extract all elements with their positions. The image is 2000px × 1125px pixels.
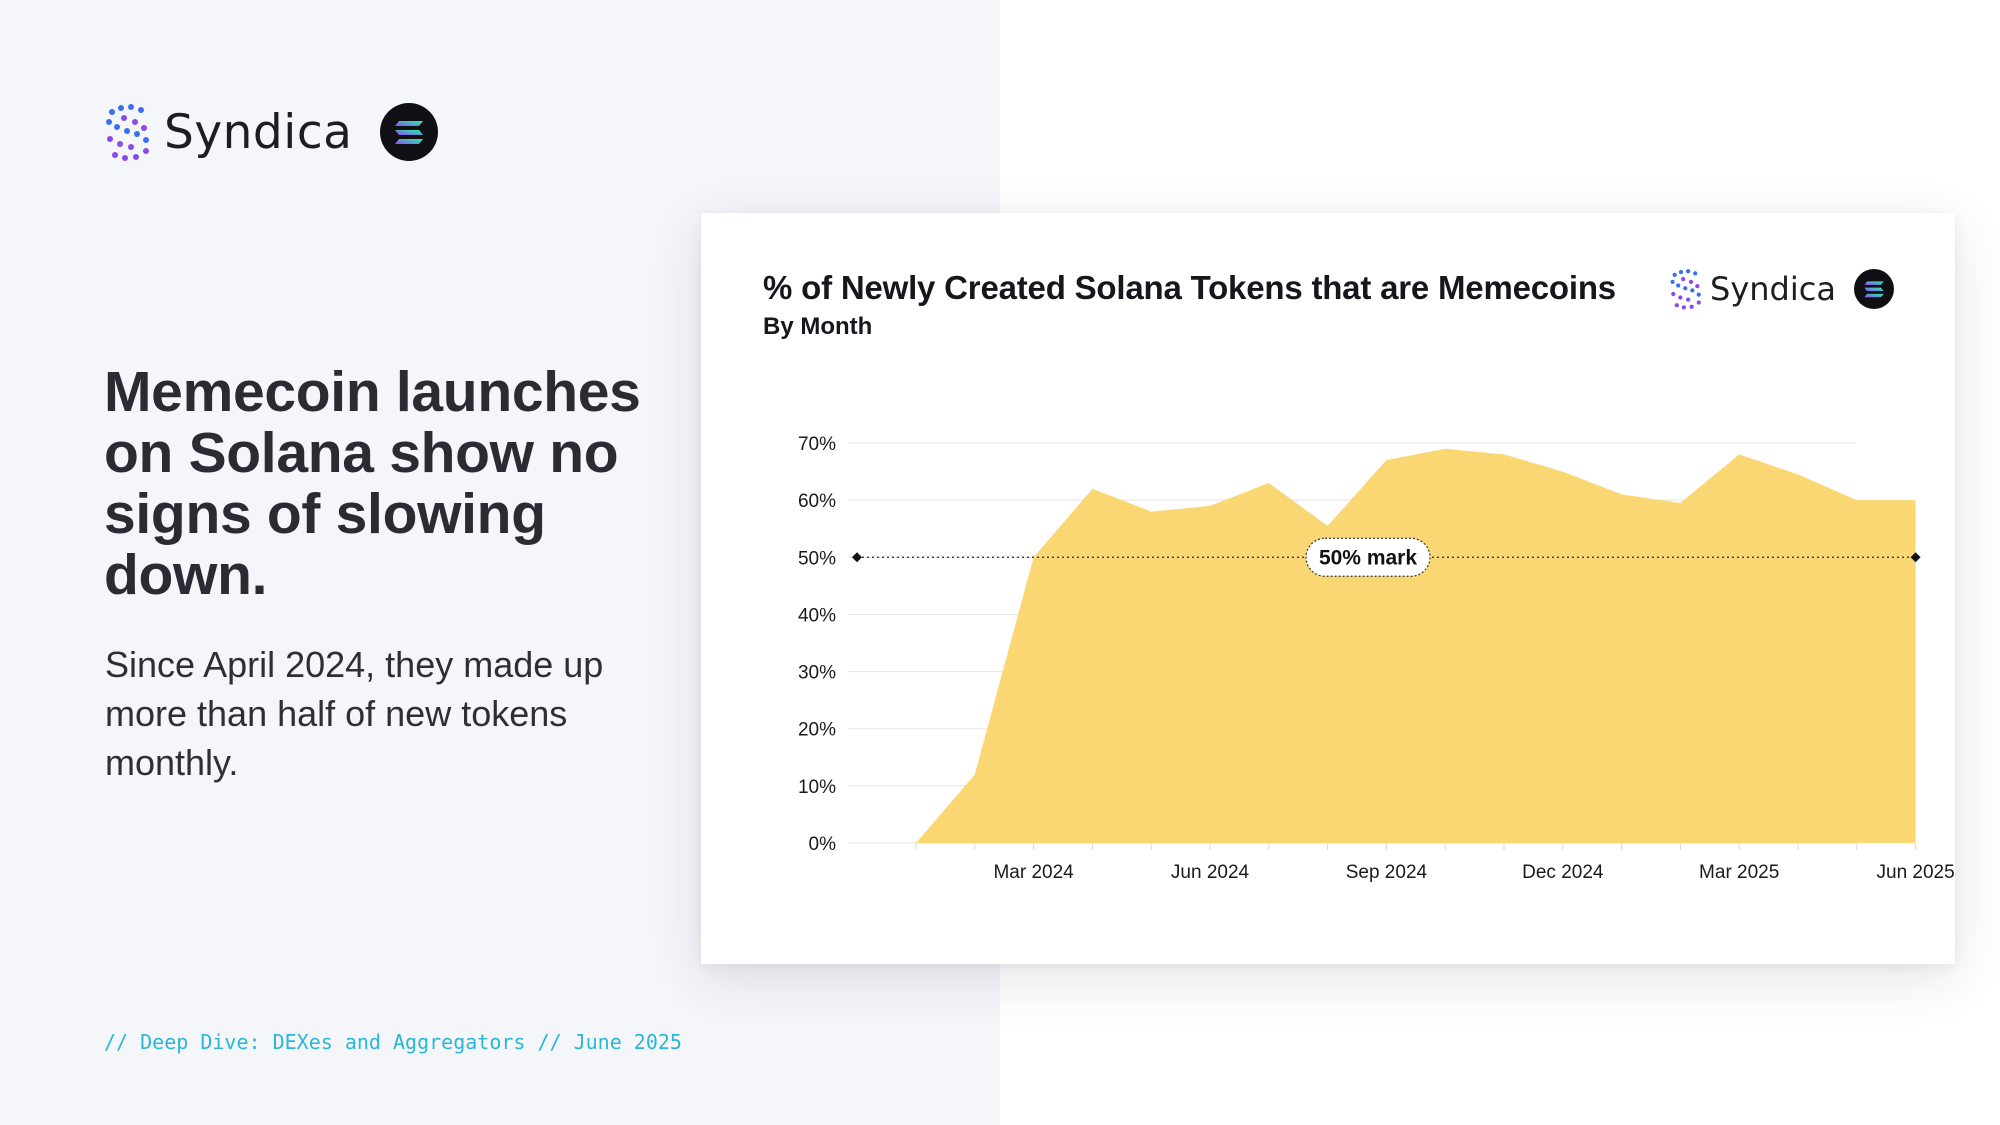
brand-header: Syndica <box>104 100 439 164</box>
reference-line-label: 50% mark <box>1319 546 1417 569</box>
y-tick-label: 10% <box>798 777 836 798</box>
solana-badge-icon <box>1853 269 1894 309</box>
y-tick-label: 60% <box>798 491 836 512</box>
x-tick-label: Jun 2024 <box>1171 862 1250 883</box>
chart-title: % of Newly Created Solana Tokens that ar… <box>763 269 1616 306</box>
y-tick-label: 0% <box>809 834 837 855</box>
x-tick-label: Sep 2024 <box>1346 862 1428 883</box>
reference-line-marker <box>1910 552 1921 563</box>
subhead: Since April 2024, they made up more than… <box>105 644 604 783</box>
area-chart: 0% 10% 20% 30% 40% 50% 60% 70% Mar 2024 Jun 2024 S… <box>798 434 1955 883</box>
x-tick-label: Mar 2024 <box>993 862 1074 883</box>
x-tick-label: Mar 2025 <box>1699 862 1779 883</box>
y-tick-label: 40% <box>798 605 836 626</box>
reference-line-marker <box>852 552 862 563</box>
reference-line-label-pill <box>1305 537 1431 577</box>
y-tick-label: 30% <box>798 663 836 684</box>
card-brand: Syndica <box>1669 267 1894 311</box>
chart-subtitle: By Month <box>763 313 873 340</box>
syndica-logo-icon <box>1670 269 1701 310</box>
brand-wordmark: Syndica <box>164 104 353 160</box>
memecoin-share-area <box>916 448 1916 843</box>
y-tick-label: 70% <box>798 434 836 455</box>
chart-card: % of Newly Created Solana Tokens that ar… <box>701 213 1955 964</box>
y-tick-label: 20% <box>798 720 836 741</box>
headline: Memecoin launches on Solana show no sign… <box>104 360 641 607</box>
footer-tag: // Deep Dive: DEXes and Aggregators // J… <box>104 1030 682 1054</box>
x-tick-label: Dec 2024 <box>1522 862 1604 883</box>
card-brand-wordmark: Syndica <box>1710 270 1836 308</box>
x-tick-label: Jun 2025 <box>1877 862 1955 883</box>
solana-badge-icon <box>380 103 439 161</box>
syndica-logo-icon <box>106 104 149 161</box>
y-tick-label: 50% <box>798 548 836 569</box>
